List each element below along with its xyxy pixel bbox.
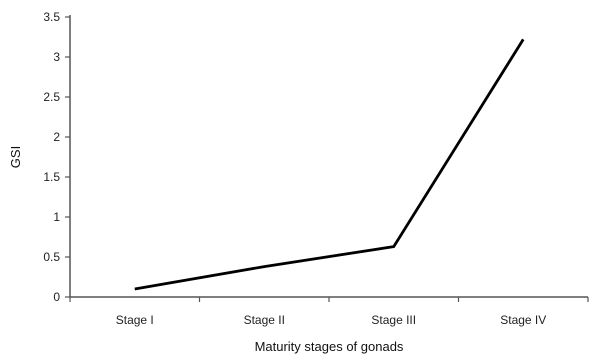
x-axis-label: Maturity stages of gonads — [255, 339, 404, 354]
x-tick-label: Stage III — [371, 313, 416, 327]
x-tick-label: Stage I — [116, 313, 154, 327]
x-tick-label: Stage II — [244, 313, 285, 327]
y-tick-label: 1 — [53, 210, 60, 224]
y-tick-label: 2 — [53, 130, 60, 144]
series-line — [134, 38, 525, 291]
y-tick-label: 2.5 — [43, 90, 60, 104]
y-tick-label: 3.5 — [43, 10, 60, 24]
x-ticks: Stage I Stage II Stage III Stage IV — [69, 297, 589, 327]
axes — [69, 15, 588, 298]
y-ticks: 0 0.5 1 1.5 2 2.5 3 3.5 — [43, 10, 70, 304]
series-layer — [134, 38, 525, 291]
x-tick-label: Stage IV — [500, 313, 546, 327]
y-tick-label: 1.5 — [43, 170, 60, 184]
y-axis-label: GSI — [8, 146, 23, 168]
y-tick-label: 3 — [53, 50, 60, 64]
y-tick-label: 0.5 — [43, 250, 60, 264]
y-tick-label: 0 — [53, 290, 60, 304]
